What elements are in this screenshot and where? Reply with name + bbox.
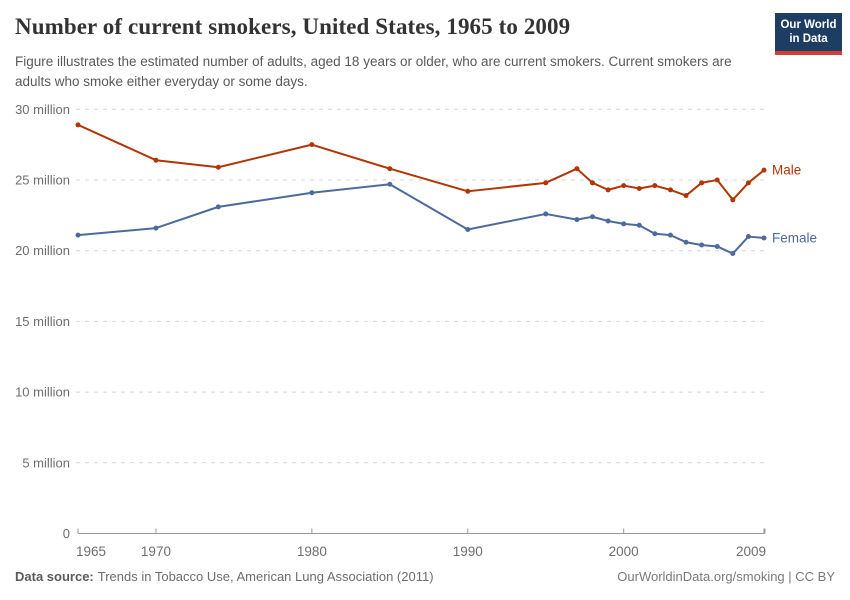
male-point bbox=[683, 193, 689, 199]
female-point bbox=[683, 239, 689, 245]
chart-subtitle: Figure illustrates the estimated number … bbox=[15, 54, 732, 90]
y-tick-label: 25 million bbox=[15, 173, 70, 188]
male-point bbox=[605, 187, 611, 193]
license-note: OurWorldinData.org/smoking | CC BY bbox=[617, 569, 835, 584]
female-point bbox=[699, 242, 705, 248]
y-tick-label: 20 million bbox=[15, 243, 70, 258]
owid-logo: Our World in Data bbox=[775, 13, 842, 55]
y-tick-label: 15 million bbox=[15, 314, 70, 329]
male-point bbox=[652, 183, 658, 189]
x-tick-label: 1965 bbox=[76, 544, 106, 559]
data-source: Data source: Trends in Tobacco Use, Ameri… bbox=[15, 569, 434, 584]
female-point bbox=[309, 190, 315, 196]
female-series-label: Female bbox=[772, 230, 817, 245]
y-tick-label: 0 bbox=[63, 526, 70, 541]
male-point bbox=[699, 180, 705, 186]
female-point bbox=[730, 251, 736, 257]
female-line bbox=[77, 183, 765, 255]
male-point bbox=[621, 183, 627, 189]
female-point bbox=[621, 221, 627, 227]
owid-logo-line2: in Data bbox=[789, 33, 828, 46]
female-point bbox=[153, 225, 159, 231]
male-point bbox=[761, 167, 767, 173]
male-point bbox=[543, 180, 549, 186]
male-series-label: Male bbox=[772, 163, 801, 178]
male-point bbox=[636, 185, 642, 191]
male-point bbox=[714, 177, 720, 183]
male-point bbox=[215, 164, 221, 170]
x-tick-label: 1980 bbox=[297, 544, 327, 559]
female-point bbox=[636, 222, 642, 228]
male-point bbox=[309, 142, 315, 148]
x-tick-label: 1970 bbox=[141, 544, 171, 559]
female-point bbox=[714, 243, 720, 249]
chart-title: Number of current smokers, United States… bbox=[15, 14, 571, 39]
chart-footer: Data source: Trends in Tobacco Use, Ameri… bbox=[15, 569, 835, 584]
female-point bbox=[590, 214, 595, 220]
x-tick-label: 1990 bbox=[453, 544, 483, 559]
data-source-label: Data source: bbox=[15, 569, 94, 584]
male-point bbox=[75, 122, 81, 128]
male-point bbox=[667, 187, 673, 193]
female-point bbox=[605, 218, 611, 224]
female-point bbox=[215, 204, 221, 210]
female-point bbox=[667, 232, 673, 238]
y-tick-label: 10 million bbox=[15, 385, 70, 400]
male-point bbox=[153, 157, 159, 163]
x-tick-label: 2009 bbox=[736, 544, 766, 559]
female-point bbox=[387, 181, 393, 187]
male-point bbox=[574, 166, 580, 172]
female-point bbox=[574, 217, 580, 223]
data-source-text: Trends in Tobacco Use, American Lung Ass… bbox=[97, 569, 434, 584]
male-point bbox=[387, 166, 393, 172]
female-point bbox=[75, 232, 81, 238]
male-line bbox=[77, 123, 765, 201]
female-point bbox=[543, 211, 549, 217]
owid-logo-line1: Our World bbox=[780, 19, 837, 31]
x-tick-label: 2000 bbox=[609, 544, 639, 559]
female-point bbox=[652, 231, 658, 237]
female-point bbox=[465, 226, 471, 232]
male-point bbox=[590, 180, 595, 186]
male-point bbox=[745, 180, 751, 186]
y-tick-label: 5 million bbox=[22, 455, 70, 470]
female-point bbox=[745, 234, 751, 240]
female-point bbox=[761, 235, 767, 241]
male-point bbox=[730, 197, 736, 203]
y-tick-label: 30 million bbox=[15, 102, 70, 117]
male-point bbox=[465, 188, 471, 194]
